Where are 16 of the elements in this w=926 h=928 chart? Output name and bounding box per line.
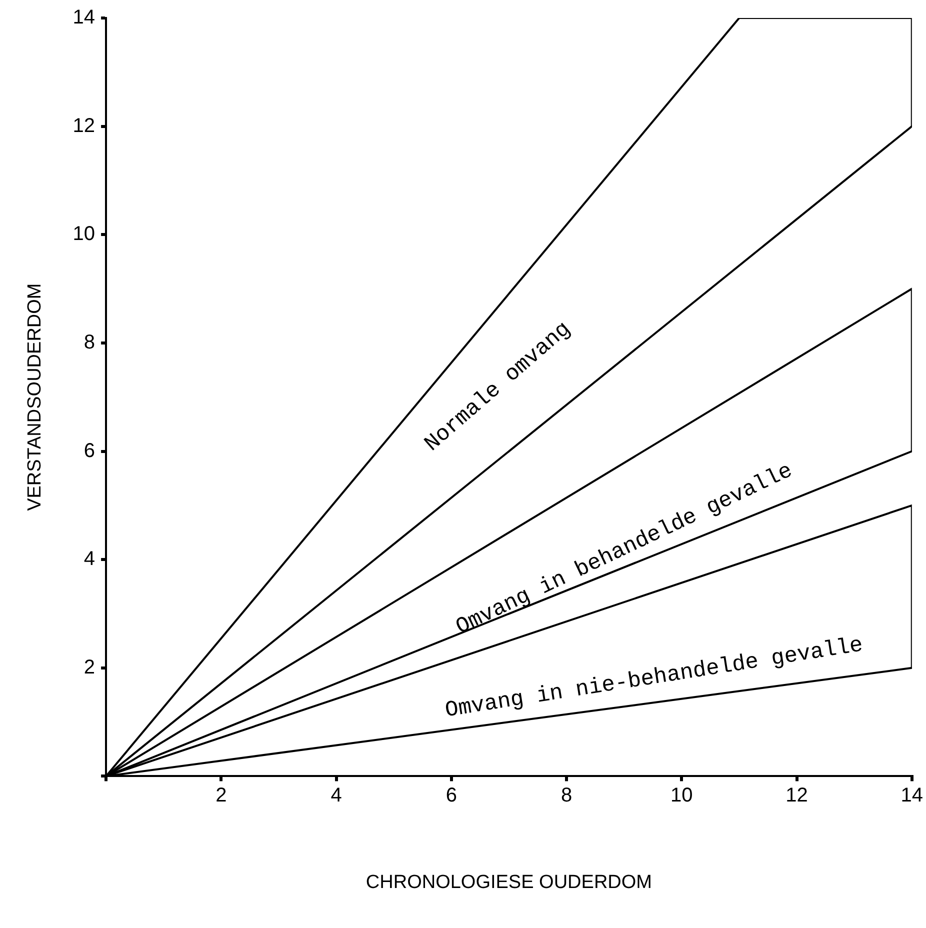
y-tick-label: 8 — [84, 331, 96, 354]
x-axis-title: CHRONOLOGIESE OUDERDOM — [366, 872, 652, 893]
y-tick-label: 6 — [84, 440, 96, 462]
y-tick-label: 4 — [84, 548, 96, 570]
y-tick-label: 2 — [84, 656, 96, 678]
y-tick-label: 10 — [72, 223, 96, 246]
x-tick-label: 2 — [216, 784, 227, 807]
y-tick-label: 14 — [72, 6, 96, 29]
y-axis-title: VERSTANDSOUDERDOM — [24, 283, 46, 511]
x-tick-label: 6 — [446, 784, 457, 807]
x-tick-label: 8 — [560, 784, 572, 807]
x-tick-label: 10 — [670, 784, 693, 807]
y-tick-label: 12 — [72, 114, 96, 137]
x-tick-label: 14 — [900, 784, 923, 807]
x-tick-label: 4 — [330, 784, 342, 807]
x-tick-label: 12 — [786, 784, 808, 807]
